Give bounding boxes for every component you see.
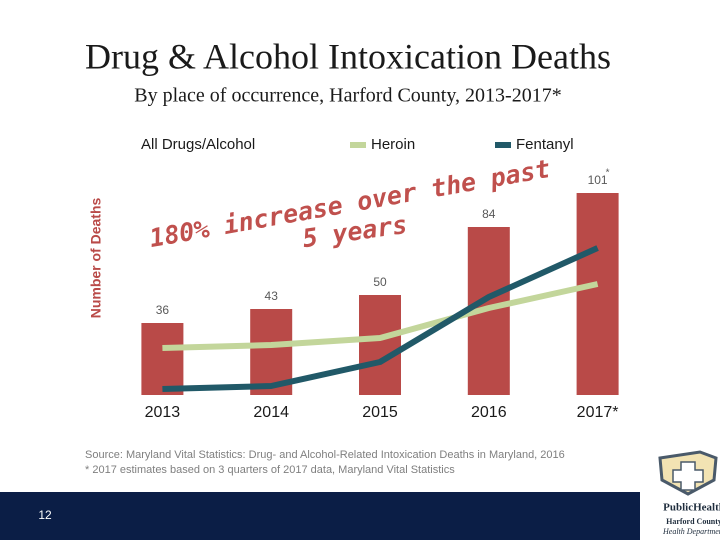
line — [162, 281, 599, 351]
x-tick-label: 2016 — [471, 404, 507, 421]
bar — [141, 323, 184, 395]
slide-number: 12 — [38, 508, 52, 522]
legend-label: Fentanyl — [516, 136, 574, 153]
data-label: 84 — [482, 207, 496, 221]
annotation: * — [606, 168, 610, 179]
x-tick-label: 2015 — [362, 404, 398, 421]
data-label: 50 — [373, 275, 387, 289]
chart-title: Drug & Alcohol Intoxication Deaths — [85, 36, 611, 76]
logo: PublicHealth Harford County Health Depar… — [658, 450, 720, 536]
logo-text: Harford County — [666, 517, 720, 526]
source-note: * 2017 estimates based on 3 quarters of … — [85, 464, 455, 476]
logo-text: PublicHealth — [663, 502, 720, 514]
logo-text: Health Department — [662, 527, 720, 536]
x-tick-label: 2017* — [577, 404, 619, 421]
line — [162, 245, 599, 392]
data-label: 101 — [588, 173, 608, 187]
legend-label: Heroin — [371, 136, 415, 153]
bar — [576, 193, 619, 395]
source-note: Source: Maryland Vital Statistics: Drug-… — [85, 449, 565, 461]
footer-bar — [0, 492, 640, 540]
data-label: 36 — [156, 303, 170, 317]
chart-subtitle: By place of occurrence, Harford County, … — [134, 85, 561, 107]
logo-cross — [672, 461, 704, 491]
legend-label: All Drugs/Alcohol — [141, 136, 255, 153]
bar — [359, 295, 401, 395]
data-label: 43 — [265, 289, 279, 303]
x-tick-label: 2014 — [253, 404, 289, 421]
y-axis-label: Number of Deaths — [88, 198, 104, 319]
x-tick-label: 2013 — [145, 404, 181, 421]
